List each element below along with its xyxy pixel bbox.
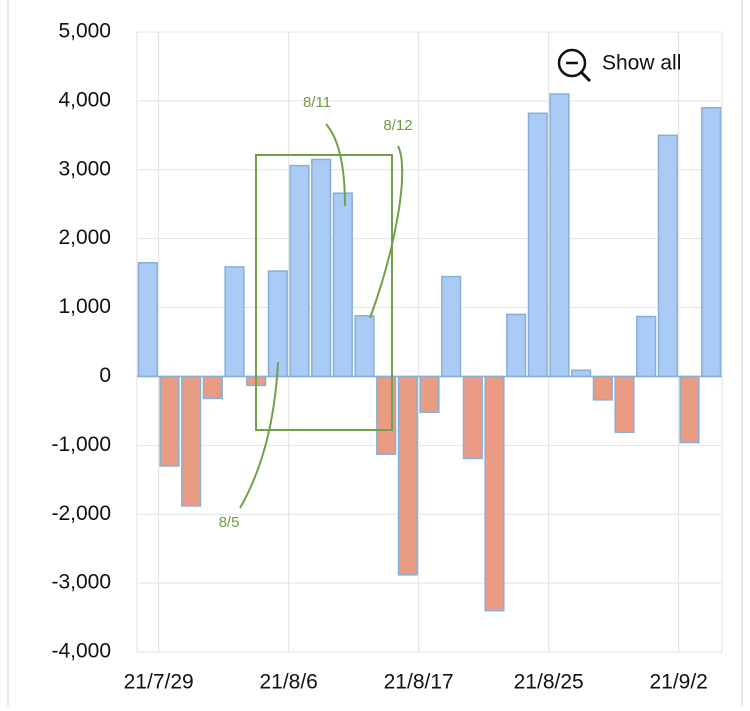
bar	[159, 375, 180, 467]
bar	[571, 369, 592, 378]
bar	[657, 134, 678, 378]
bar	[224, 266, 245, 378]
annotation-layer	[239, 123, 404, 509]
annotation-label: 8/12	[383, 117, 412, 134]
bar	[592, 375, 613, 401]
bar	[441, 275, 462, 378]
annotation-label: 8/11	[303, 94, 331, 111]
bar	[311, 158, 332, 378]
annotation-label: 8/5	[219, 514, 240, 531]
bar	[549, 93, 570, 378]
bar	[527, 112, 548, 378]
bar	[679, 375, 700, 444]
show-all-label[interactable]: Show all	[602, 52, 681, 75]
bar	[332, 192, 353, 378]
annotation-curve	[239, 361, 279, 509]
grid	[136, 31, 723, 653]
bar	[506, 313, 527, 378]
x-tick-label: 21/8/6	[259, 671, 317, 694]
bar	[397, 375, 418, 576]
bar	[701, 107, 722, 378]
bar	[636, 315, 657, 378]
annotation-curve	[369, 145, 404, 319]
selection-box	[255, 154, 393, 431]
x-tick-label: 21/9/2	[649, 671, 707, 694]
annotation-curve	[325, 123, 346, 207]
zoom-icon-handle	[579, 70, 592, 83]
y-tick-label: -4,000	[51, 640, 111, 663]
y-tick-label: -1,000	[51, 433, 111, 456]
bar	[289, 164, 310, 378]
x-tick-label: 21/7/29	[124, 671, 194, 694]
labels: -4,000 -3,000 -2,000 -1,000 0 1,000 2,000 3,000…	[51, 20, 707, 694]
bar	[181, 375, 202, 507]
bar	[419, 375, 440, 414]
bar	[354, 315, 375, 378]
bar	[462, 375, 483, 460]
x-tick-label: 21/8/25	[514, 671, 584, 694]
bar	[614, 375, 635, 433]
bar	[137, 262, 158, 378]
y-tick-label: 5,000	[58, 20, 111, 43]
y-tick-label: -2,000	[51, 502, 111, 525]
y-tick-label: 2,000	[58, 226, 111, 249]
bars	[137, 93, 722, 612]
bar	[202, 375, 223, 400]
show-all-button[interactable]: Show all	[557, 48, 681, 83]
y-tick-label: -3,000	[51, 571, 111, 594]
y-tick-label: 3,000	[58, 157, 111, 180]
x-tick-label: 21/8/17	[384, 671, 454, 694]
bar	[484, 375, 505, 612]
y-tick-label: 4,000	[58, 88, 111, 111]
y-tick-label: 0	[99, 364, 111, 387]
bar	[267, 270, 288, 378]
y-tick-label: 1,000	[58, 295, 111, 318]
zoom-icon	[557, 48, 587, 78]
